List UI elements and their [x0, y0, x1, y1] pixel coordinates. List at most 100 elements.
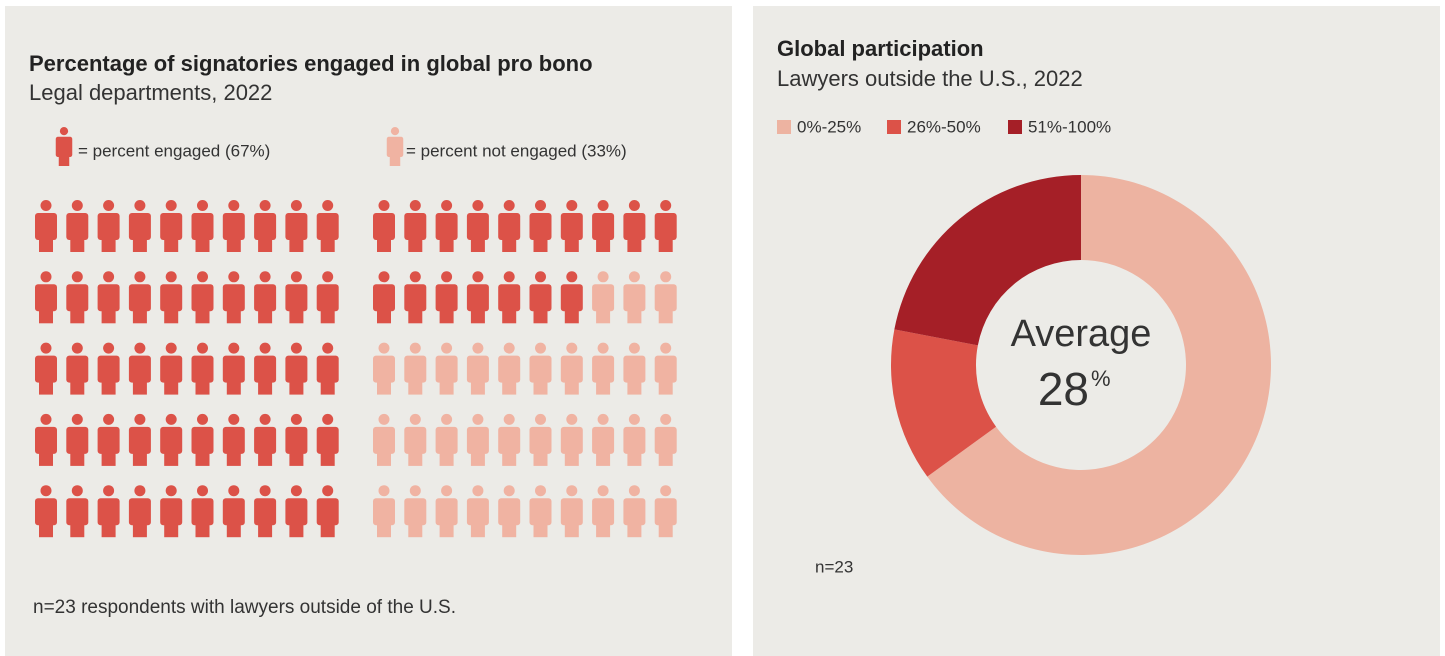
person-icon — [498, 200, 521, 252]
person-icon — [191, 200, 214, 252]
icon-head — [628, 271, 640, 283]
icon-body — [191, 213, 214, 240]
icon-head — [40, 413, 52, 425]
icon-body — [466, 284, 489, 312]
icon-legs — [195, 307, 210, 324]
icon-body — [654, 213, 677, 240]
icon-body — [529, 284, 552, 312]
person-icon — [254, 485, 277, 538]
legend-label: = percent engaged (67%) — [78, 141, 270, 160]
chart-title: Global participation — [777, 36, 984, 61]
legend-label: 26%-50% — [907, 117, 981, 136]
person-icon — [35, 342, 57, 395]
icon-head — [103, 271, 115, 283]
icon-head — [322, 485, 334, 497]
icon-legs — [70, 307, 85, 324]
icon-head — [628, 342, 640, 354]
icon-legs — [377, 307, 391, 324]
person-icon — [35, 485, 57, 538]
icon-legs — [533, 236, 548, 252]
person-icon — [191, 485, 214, 538]
person-icon — [128, 342, 151, 395]
icon-body — [529, 213, 552, 240]
icon-head — [503, 200, 515, 211]
person-icon — [160, 200, 183, 252]
person-icon — [498, 413, 521, 466]
icon-body — [435, 284, 458, 312]
icon-body — [35, 355, 57, 383]
icon-head — [441, 485, 453, 497]
icon-legs — [258, 521, 273, 538]
person-icon — [623, 485, 646, 538]
icon-legs — [470, 307, 485, 324]
legend-swatch — [1008, 120, 1022, 134]
icon-body — [560, 498, 583, 526]
icon-head — [134, 342, 146, 354]
icon-head — [409, 413, 421, 425]
person-icon — [66, 342, 89, 395]
icon-legs — [470, 236, 485, 252]
icon-body — [623, 284, 646, 312]
person-icon — [592, 485, 615, 538]
icon-body — [373, 355, 395, 383]
icon-legs — [439, 449, 454, 466]
icon-legs — [408, 236, 423, 252]
icon-head — [472, 413, 484, 425]
icon-body — [435, 498, 458, 526]
left-panel — [5, 6, 732, 656]
icon-head — [40, 200, 52, 211]
person-icon — [560, 200, 583, 252]
icon-body — [66, 426, 89, 454]
icon-legs — [408, 521, 423, 538]
person-icon — [66, 413, 89, 466]
person-icon — [222, 485, 245, 538]
icon-head — [103, 342, 115, 354]
icon-legs — [377, 449, 391, 466]
icon-body — [254, 426, 277, 454]
icon-body — [254, 355, 277, 383]
center-unit: % — [1091, 366, 1111, 391]
icon-legs — [164, 236, 179, 252]
icon-legs — [39, 449, 53, 466]
icon-body — [404, 284, 427, 312]
icon-body — [654, 426, 677, 454]
icon-head — [197, 271, 208, 283]
person-icon — [316, 200, 339, 252]
person-icon — [222, 413, 245, 466]
icon-legs — [564, 236, 579, 252]
icon-legs — [533, 521, 548, 538]
person-icon — [466, 413, 489, 466]
person-icon — [560, 271, 583, 324]
icon-legs — [627, 449, 642, 466]
icon-legs — [658, 236, 673, 252]
icon-legs — [289, 378, 304, 395]
icon-legs — [502, 307, 517, 324]
icon-legs — [377, 378, 391, 395]
icon-legs — [439, 378, 454, 395]
person-icon — [191, 413, 214, 466]
icon-head — [441, 342, 453, 354]
icon-legs — [389, 154, 401, 166]
icon-legs — [533, 307, 548, 324]
icon-head — [660, 413, 672, 425]
icon-legs — [564, 307, 579, 324]
icon-head — [290, 271, 302, 283]
icon-head — [566, 200, 578, 211]
icon-head — [290, 485, 302, 497]
icon-legs — [258, 378, 273, 395]
icon-head — [566, 271, 578, 283]
icon-legs — [39, 236, 53, 252]
icon-body — [466, 355, 489, 383]
icon-head — [134, 413, 146, 425]
icon-body — [592, 426, 615, 454]
icon-body — [386, 136, 404, 157]
person-icon — [623, 271, 646, 324]
person-icon — [97, 413, 120, 466]
icon-head — [197, 485, 208, 497]
icon-body — [97, 213, 120, 240]
icon-head — [503, 271, 515, 283]
person-icon — [66, 485, 89, 538]
icon-head — [165, 342, 177, 354]
icon-head — [103, 200, 115, 211]
